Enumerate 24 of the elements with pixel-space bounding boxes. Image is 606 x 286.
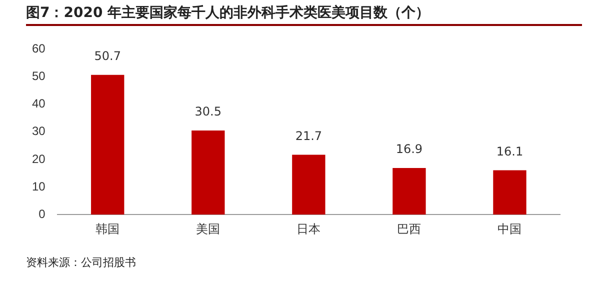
chart-title: 图7：2020 年主要国家每千人的非外科手术类医美项目数（个） xyxy=(26,4,430,22)
y-tick-label: 10 xyxy=(32,179,46,194)
y-tick-label: 60 xyxy=(32,42,46,56)
bar xyxy=(292,154,326,215)
bar xyxy=(91,74,124,215)
y-tick-label: 0 xyxy=(38,206,46,221)
x-tick-label: 日本 xyxy=(296,222,321,236)
x-tick-label: 中国 xyxy=(498,222,522,236)
y-tick-label: 50 xyxy=(32,69,46,84)
x-tick-label: 韩国 xyxy=(96,222,120,236)
data-label: 16.9 xyxy=(396,142,423,156)
data-label: 50.7 xyxy=(94,48,121,63)
data-label: 16.1 xyxy=(496,144,524,158)
bar xyxy=(493,170,526,215)
y-tick-label: 30 xyxy=(32,124,46,138)
text: 资料来源：公司招股书 xyxy=(26,255,136,270)
data-label: 21.7 xyxy=(295,128,322,143)
data-label: 30.5 xyxy=(194,104,222,119)
y-tick-label: 20 xyxy=(32,152,46,166)
bar xyxy=(392,168,426,215)
x-tick-label: 巴西 xyxy=(397,222,422,236)
bar xyxy=(192,130,225,215)
x-tick-label: 美国 xyxy=(196,222,220,236)
y-tick-label: 40 xyxy=(32,96,46,111)
